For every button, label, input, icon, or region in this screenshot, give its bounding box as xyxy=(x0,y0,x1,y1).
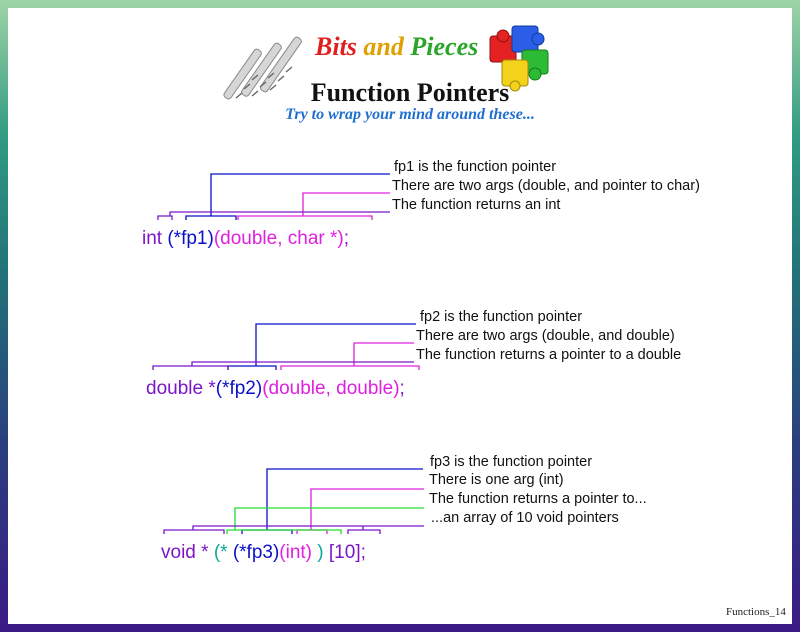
code-token: ; xyxy=(360,542,366,563)
slide: Bits and Pieces Function Pointers Try to… xyxy=(8,8,792,624)
code-token: (*fp1) xyxy=(167,228,214,249)
leader-line xyxy=(152,361,414,370)
leader-line xyxy=(226,507,424,534)
brand-word-1: and xyxy=(356,32,411,61)
label-1-2: There are two args (double, and pointer … xyxy=(392,178,700,194)
code-token: (int) xyxy=(279,542,313,563)
leader-line xyxy=(185,173,390,220)
code-token: (*fp2) xyxy=(215,378,263,399)
code-token: void * xyxy=(161,542,214,563)
code-token: double * xyxy=(146,378,216,399)
slide-number: Functions_14 xyxy=(726,606,786,618)
page-subtitle: Try to wrap your mind around these... xyxy=(285,106,535,123)
code-token: ; xyxy=(399,378,405,399)
label-3-1: fp3 is the function pointer xyxy=(430,454,593,470)
brand-word-0: Bits xyxy=(315,32,357,61)
code-token: int xyxy=(142,228,168,249)
label-3-3: The function returns a pointer to... xyxy=(429,491,647,507)
label-3-4: ...an array of 10 void pointers xyxy=(431,510,619,526)
label-1-1: fp1 is the function pointer xyxy=(394,159,557,175)
code-token: (* xyxy=(213,542,233,563)
brand-title: Bits and Pieces xyxy=(315,32,478,62)
leader-line xyxy=(163,525,424,534)
code-token: ) xyxy=(312,542,329,563)
label-2-2: There are two args (double, and double) xyxy=(416,328,675,344)
label-2-1: fp2 is the function pointer xyxy=(420,309,583,325)
leader-line xyxy=(227,323,416,370)
code-line-2: double *(*fp2)(double, double); xyxy=(146,378,405,400)
code-token: [10] xyxy=(328,542,361,563)
code-token: ; xyxy=(343,228,350,249)
leader-line xyxy=(157,211,390,220)
code-line-3: void * (* (*fp3)(int) ) [10]; xyxy=(161,542,366,564)
label-1-3: The function returns an int xyxy=(392,197,561,213)
page-title: Function Pointers xyxy=(310,78,510,107)
code-token: (double, double) xyxy=(262,378,400,399)
label-3-2: There is one arg (int) xyxy=(429,472,564,488)
leader-line xyxy=(280,342,420,370)
code-token: (*fp3) xyxy=(232,542,280,563)
code-line-1: int (*fp1)(double, char *); xyxy=(142,228,349,250)
brand-word-2: Pieces xyxy=(410,32,479,61)
bracket-diagram xyxy=(152,173,424,534)
code-token: (double, char *) xyxy=(213,228,344,249)
leader-line xyxy=(237,192,390,220)
leader-line xyxy=(296,488,424,534)
label-2-3: The function returns a pointer to a doub… xyxy=(416,347,682,363)
leader-line xyxy=(241,468,423,534)
